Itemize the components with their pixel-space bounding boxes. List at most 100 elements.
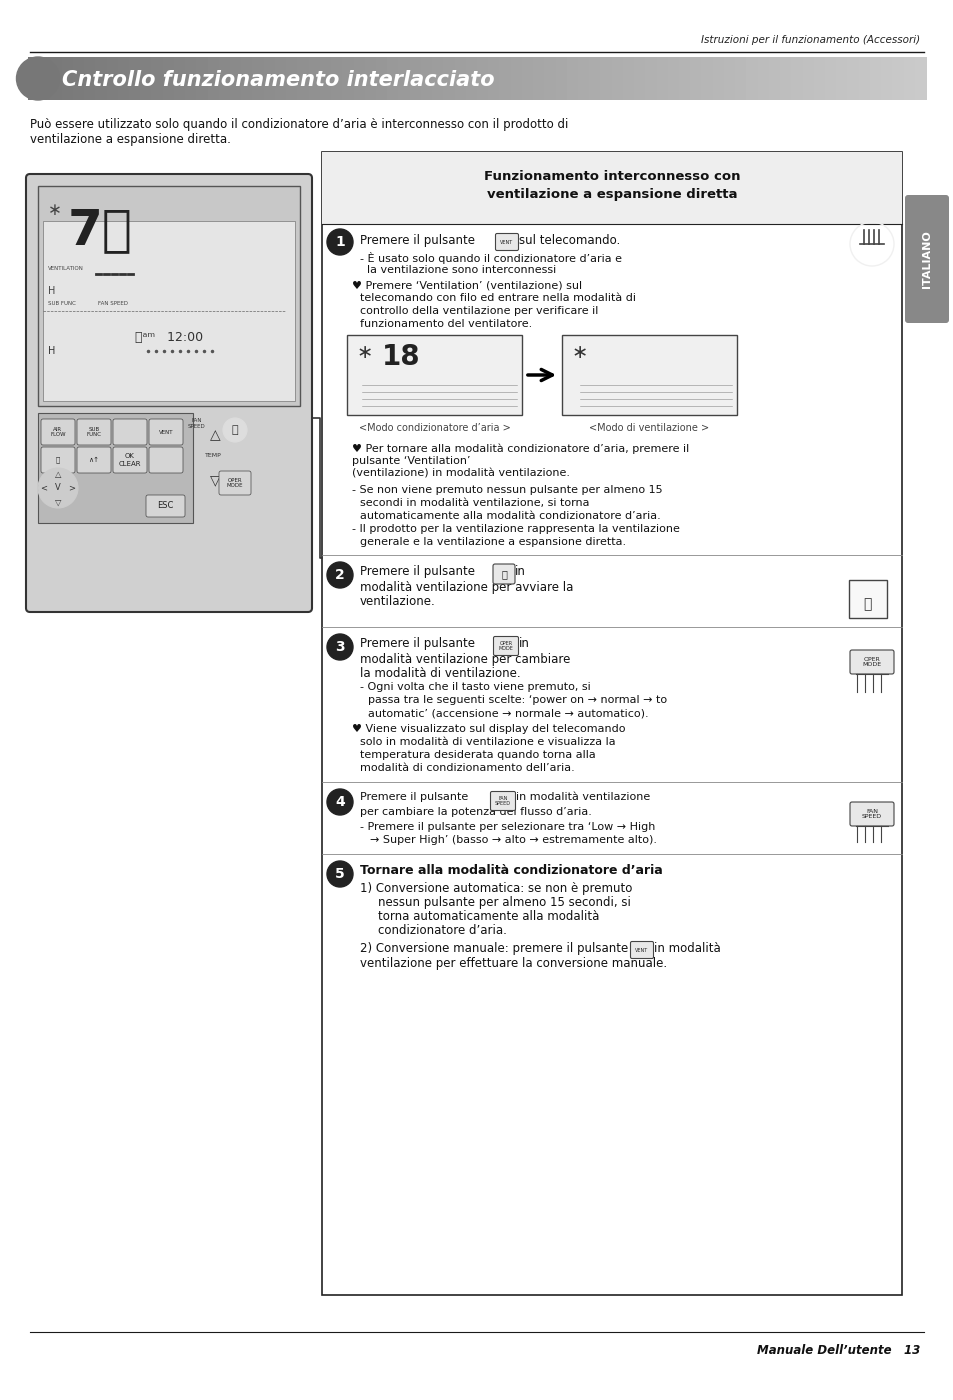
Bar bbox=[801, 57, 814, 99]
Text: OPER
MODE: OPER MODE bbox=[227, 477, 243, 489]
Bar bbox=[836, 57, 847, 99]
Text: H: H bbox=[48, 346, 55, 356]
Text: ▽: ▽ bbox=[54, 497, 61, 507]
Bar bbox=[544, 57, 556, 99]
Text: SUB FUNC: SUB FUNC bbox=[48, 301, 76, 307]
Bar bbox=[634, 57, 646, 99]
Bar bbox=[891, 57, 903, 99]
FancyBboxPatch shape bbox=[493, 637, 518, 655]
Text: △: △ bbox=[210, 428, 220, 442]
Text: VENT: VENT bbox=[500, 239, 513, 245]
Circle shape bbox=[327, 634, 353, 659]
Bar bbox=[196, 57, 209, 99]
Bar bbox=[656, 57, 668, 99]
Bar bbox=[230, 57, 242, 99]
FancyBboxPatch shape bbox=[904, 195, 948, 323]
Bar bbox=[107, 57, 119, 99]
Text: sul telecomando.: sul telecomando. bbox=[518, 234, 619, 246]
Bar bbox=[43, 221, 294, 400]
Bar bbox=[907, 197, 945, 321]
Text: Premere il pulsante: Premere il pulsante bbox=[359, 792, 468, 802]
Bar bbox=[84, 57, 96, 99]
Text: (ventilazione) in modalità ventilazione.: (ventilazione) in modalità ventilazione. bbox=[352, 469, 569, 479]
Bar bbox=[322, 153, 901, 1295]
FancyBboxPatch shape bbox=[849, 802, 893, 826]
Bar bbox=[218, 57, 231, 99]
Text: 7⎯: 7⎯ bbox=[68, 206, 132, 253]
Bar bbox=[578, 57, 590, 99]
Text: ⏻: ⏻ bbox=[862, 596, 870, 610]
Bar bbox=[185, 57, 197, 99]
Bar bbox=[846, 57, 859, 99]
Bar bbox=[902, 57, 915, 99]
Text: ♥ Viene visualizzato sul display del telecomando: ♥ Viene visualizzato sul display del tel… bbox=[352, 724, 625, 734]
Circle shape bbox=[16, 57, 59, 99]
Bar bbox=[561, 335, 737, 414]
Text: Può essere utilizzato solo quando il condizionatore d’aria è interconnesso con i: Può essere utilizzato solo quando il con… bbox=[30, 118, 568, 132]
Circle shape bbox=[327, 561, 353, 588]
FancyBboxPatch shape bbox=[112, 447, 147, 473]
Text: ITALIANO: ITALIANO bbox=[921, 230, 931, 288]
Text: in modalità: in modalità bbox=[654, 942, 720, 955]
Text: → Super High’ (basso → alto → estremamente alto).: → Super High’ (basso → alto → estremamen… bbox=[370, 834, 657, 846]
FancyBboxPatch shape bbox=[630, 941, 653, 959]
Text: modalità ventilazione per cambiare: modalità ventilazione per cambiare bbox=[359, 652, 570, 666]
Bar bbox=[476, 57, 489, 99]
Bar bbox=[39, 57, 51, 99]
Bar bbox=[745, 57, 758, 99]
Text: ventilazione.: ventilazione. bbox=[359, 595, 436, 608]
Text: Premere il pulsante: Premere il pulsante bbox=[359, 566, 475, 578]
Text: FAN SPEED: FAN SPEED bbox=[98, 301, 128, 307]
Circle shape bbox=[38, 468, 78, 508]
Text: condizionatore d’aria.: condizionatore d’aria. bbox=[377, 924, 506, 937]
Text: Cntrollo funzionamento interlacciato: Cntrollo funzionamento interlacciato bbox=[62, 70, 494, 90]
Bar bbox=[510, 57, 522, 99]
Text: - Se non viene premuto nessun pulsante per almeno 15: - Se non viene premuto nessun pulsante p… bbox=[352, 484, 662, 496]
Text: SUB
FUNC: SUB FUNC bbox=[87, 427, 101, 437]
FancyBboxPatch shape bbox=[41, 419, 75, 445]
Bar bbox=[667, 57, 679, 99]
Bar bbox=[757, 57, 769, 99]
Bar bbox=[611, 57, 623, 99]
Text: ♥ Premere ‘Ventilation’ (ventilazione) sul: ♥ Premere ‘Ventilation’ (ventilazione) s… bbox=[352, 280, 581, 290]
Text: ⏻: ⏻ bbox=[232, 426, 238, 435]
Bar bbox=[342, 57, 355, 99]
Bar bbox=[297, 57, 310, 99]
Text: passa tra le seguenti scelte: ‘power on → normal → to: passa tra le seguenti scelte: ‘power on … bbox=[368, 694, 666, 706]
Text: la ventilazione sono interconnessi: la ventilazione sono interconnessi bbox=[359, 265, 556, 274]
Text: <Modo di ventilazione >: <Modo di ventilazione > bbox=[589, 423, 709, 433]
Bar bbox=[375, 57, 388, 99]
Text: solo in modalità di ventilazione e visualizza la: solo in modalità di ventilazione e visua… bbox=[359, 736, 615, 748]
Bar bbox=[409, 57, 421, 99]
Bar bbox=[824, 57, 837, 99]
Bar bbox=[62, 57, 73, 99]
Circle shape bbox=[327, 230, 353, 255]
Bar bbox=[331, 57, 343, 99]
Bar bbox=[432, 57, 444, 99]
Text: AIR
FLOW: AIR FLOW bbox=[51, 427, 66, 437]
Bar bbox=[488, 57, 500, 99]
Bar bbox=[163, 57, 174, 99]
Bar bbox=[95, 57, 108, 99]
Text: 1: 1 bbox=[335, 235, 345, 249]
Bar bbox=[521, 57, 534, 99]
Bar bbox=[387, 57, 399, 99]
Text: ESC: ESC bbox=[156, 501, 173, 511]
Text: secondi in modalità ventilazione, si torna: secondi in modalità ventilazione, si tor… bbox=[359, 498, 589, 508]
Bar bbox=[322, 153, 901, 224]
Bar bbox=[51, 57, 63, 99]
Bar bbox=[465, 57, 477, 99]
Text: telecomando con filo ed entrare nella modalità di: telecomando con filo ed entrare nella mo… bbox=[359, 293, 636, 302]
Text: OK
CLEAR: OK CLEAR bbox=[118, 454, 141, 466]
Text: ∗: ∗ bbox=[356, 343, 373, 363]
FancyBboxPatch shape bbox=[112, 419, 147, 445]
Bar bbox=[644, 57, 657, 99]
Text: - È usato solo quando il condizionatore d’aria e: - È usato solo quando il condizionatore … bbox=[359, 252, 621, 265]
Text: Manuale Dell’utente   13: Manuale Dell’utente 13 bbox=[756, 1344, 919, 1357]
Bar bbox=[72, 57, 85, 99]
Text: 5: 5 bbox=[335, 867, 345, 881]
Text: ⌚ᵃᵐ   12:00: ⌚ᵃᵐ 12:00 bbox=[134, 330, 203, 344]
Text: Funzionamento interconnesso con: Funzionamento interconnesso con bbox=[483, 169, 740, 183]
Bar bbox=[712, 57, 724, 99]
Text: ventilazione a espansione diretta.: ventilazione a espansione diretta. bbox=[30, 133, 231, 146]
